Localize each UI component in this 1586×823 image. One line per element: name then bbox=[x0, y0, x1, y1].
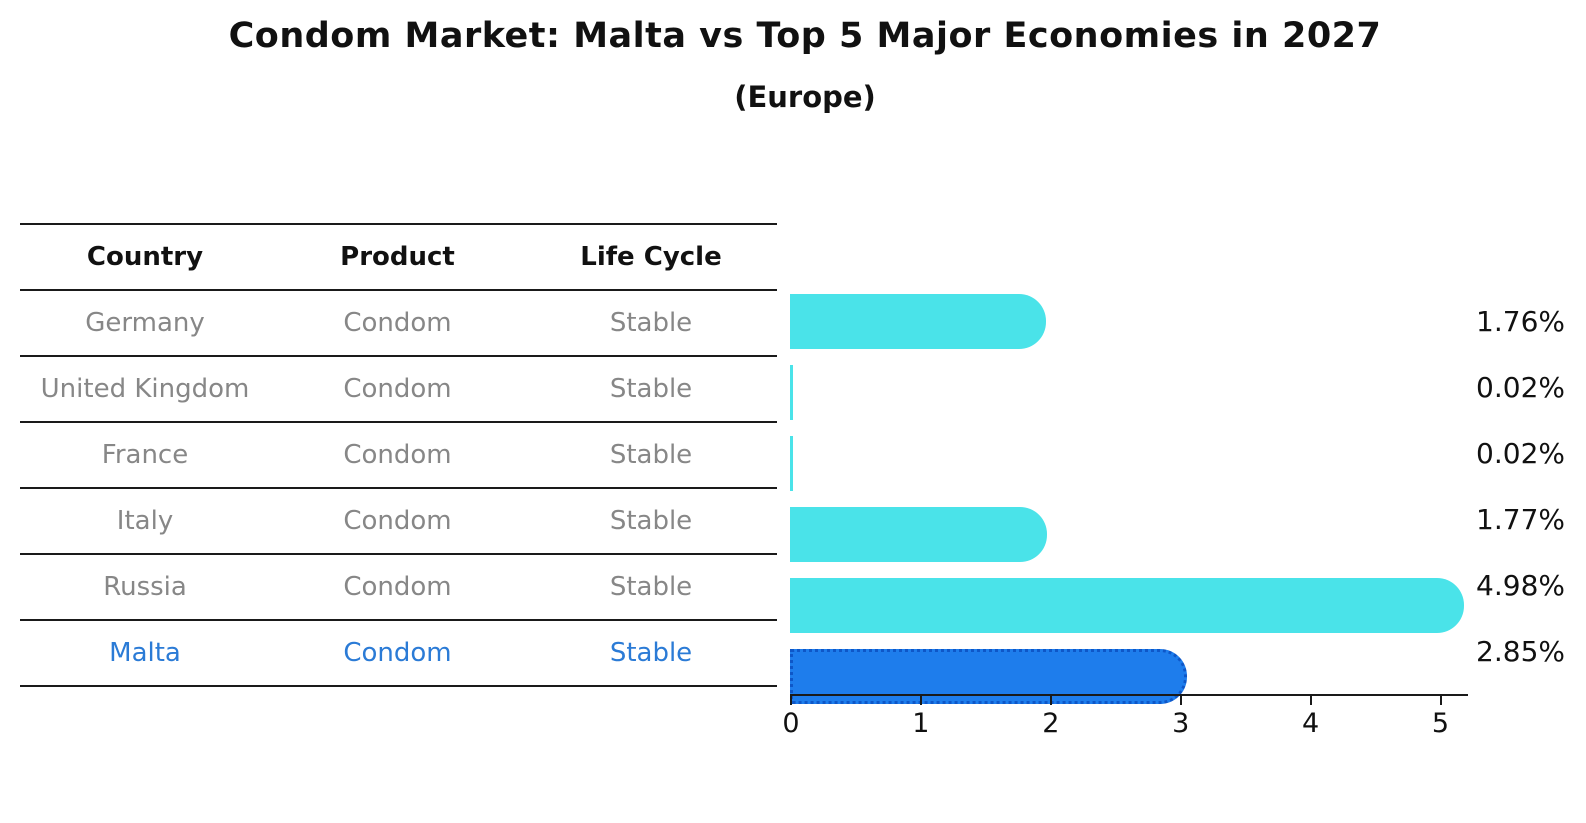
bar-united-kingdom bbox=[790, 365, 793, 420]
country-cell: Italy bbox=[116, 506, 174, 536]
life-cycle-cell: Stable bbox=[609, 572, 693, 602]
x-tick-mark bbox=[919, 696, 922, 705]
life-cycle-cell: Stable bbox=[609, 374, 693, 404]
bar-germany bbox=[790, 294, 1046, 349]
bar-band-germany bbox=[790, 294, 1490, 360]
country-cell: Germany bbox=[85, 308, 205, 338]
country-cell: United Kingdom bbox=[40, 374, 250, 404]
x-tick-label: 2 bbox=[1042, 708, 1060, 739]
bar-band-italy bbox=[790, 507, 1490, 573]
column-header-life-cycle: Life Cycle bbox=[580, 242, 722, 272]
country-cell: Russia bbox=[103, 572, 187, 602]
country-cell: Malta bbox=[109, 638, 181, 668]
product-cell: Condom bbox=[343, 374, 452, 404]
x-tick-mark bbox=[1179, 696, 1182, 705]
table-header-row: Country Product Life Cycle bbox=[20, 225, 777, 291]
bar-france bbox=[790, 436, 793, 491]
value-label-italy: 1.77% bbox=[1476, 503, 1565, 536]
product-cell: Condom bbox=[343, 506, 452, 536]
x-axis-ticks: 0 1 2 3 4 5 bbox=[782, 696, 1468, 746]
x-tick-label: 1 bbox=[912, 708, 930, 739]
x-tick-mark bbox=[1049, 696, 1052, 705]
bar-band-russia bbox=[790, 578, 1490, 644]
value-label-malta: 2.85% bbox=[1476, 635, 1565, 668]
country-cell: France bbox=[101, 440, 189, 470]
value-label-column: 1.76% 0.02% 0.02% 1.77% 4.98% 2.85% bbox=[1458, 289, 1565, 685]
x-tick-label: 5 bbox=[1431, 708, 1450, 739]
life-cycle-cell: Stable bbox=[609, 506, 693, 536]
chart-subtitle: (Europe) bbox=[734, 80, 876, 114]
product-cell: Condom bbox=[343, 572, 452, 602]
product-cell: Condom bbox=[343, 638, 452, 668]
table-row-united-kingdom: United Kingdom Condom Stable bbox=[20, 357, 777, 423]
table-row-malta: Malta Condom Stable bbox=[20, 621, 777, 687]
x-tick-label: 0 bbox=[782, 708, 800, 739]
product-cell: Condom bbox=[343, 440, 452, 470]
table-body: Germany Condom Stable United Kingdom Condom S… bbox=[20, 291, 777, 687]
value-label-russia: 4.98% bbox=[1476, 569, 1565, 602]
bar-russia bbox=[790, 578, 1464, 633]
value-label-united-kingdom: 0.02% bbox=[1476, 371, 1565, 404]
x-axis-line bbox=[790, 694, 1468, 696]
table-row-germany: Germany Condom Stable bbox=[20, 291, 777, 357]
table-row-italy: Italy Condom Stable bbox=[20, 489, 777, 555]
column-header-product: Product bbox=[340, 242, 455, 272]
x-tick-mark bbox=[790, 696, 792, 705]
life-cycle-cell: Stable bbox=[609, 440, 693, 470]
table-row-russia: Russia Condom Stable bbox=[20, 555, 777, 621]
x-tick-mark bbox=[1439, 696, 1442, 705]
column-header-country: Country bbox=[86, 242, 204, 272]
product-cell: Condom bbox=[343, 308, 452, 338]
table-row-france: France Condom Stable bbox=[20, 423, 777, 489]
value-label-germany: 1.76% bbox=[1476, 305, 1565, 338]
bar-band-united-kingdom bbox=[790, 365, 1490, 431]
x-tick-label: 4 bbox=[1302, 708, 1320, 739]
bar-band-france bbox=[790, 436, 1490, 502]
value-label-france: 0.02% bbox=[1476, 437, 1565, 470]
life-cycle-cell: Stable bbox=[609, 638, 693, 668]
x-tick-mark bbox=[1309, 696, 1312, 705]
life-cycle-cell: Stable bbox=[609, 308, 693, 338]
chart-title: Condom Market: Malta vs Top 5 Major Econ… bbox=[228, 16, 1382, 56]
x-tick-label: 3 bbox=[1172, 708, 1190, 739]
bar-plot-area bbox=[790, 289, 1490, 715]
bar-italy bbox=[790, 507, 1047, 562]
country-table: Country Product Life Cycle Germany Condom… bbox=[20, 223, 777, 687]
